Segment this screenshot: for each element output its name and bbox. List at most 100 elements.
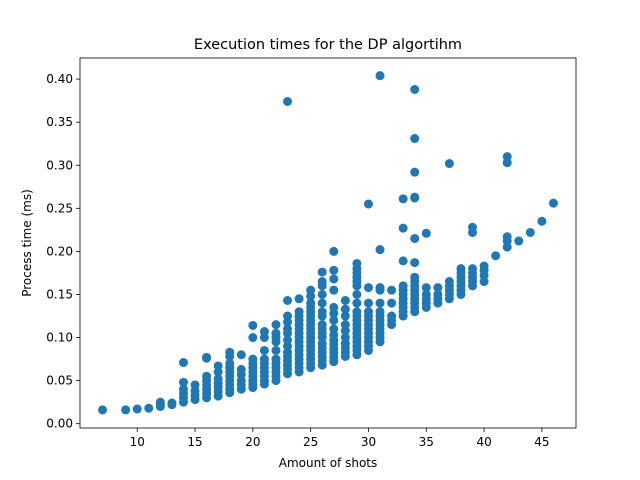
data-point (363, 199, 373, 209)
data-point (190, 380, 200, 390)
data-point (317, 267, 327, 277)
data-point (352, 289, 362, 299)
data-point (410, 167, 420, 177)
data-point (202, 371, 212, 381)
data-point (167, 398, 177, 408)
data-point (363, 283, 373, 293)
data-point (363, 298, 373, 308)
data-point (537, 216, 547, 226)
data-point (329, 265, 339, 275)
y-tick-label: 0.00 (46, 417, 73, 431)
data-point (433, 283, 443, 293)
data-point (502, 152, 512, 162)
data-point (410, 272, 420, 282)
data-point (248, 320, 258, 330)
data-point (283, 324, 293, 334)
data-point (375, 71, 385, 81)
x-tick-label: 35 (419, 435, 434, 449)
data-point (317, 277, 327, 287)
data-point (283, 296, 293, 305)
data-point (248, 333, 258, 343)
data-point (491, 251, 501, 261)
data-point (352, 258, 362, 268)
data-point (213, 361, 223, 371)
data-point (132, 404, 142, 414)
data-point (329, 246, 339, 256)
data-point (178, 377, 188, 387)
y-tick-label: 0.40 (46, 72, 73, 86)
data-point (306, 298, 316, 308)
y-tick-label: 0.35 (46, 115, 73, 129)
data-point (236, 364, 246, 374)
data-point (225, 347, 235, 357)
data-point (433, 289, 443, 299)
data-point (421, 283, 431, 293)
data-point (410, 134, 420, 144)
data-point (178, 384, 188, 394)
data-point (375, 245, 385, 255)
data-point (340, 304, 350, 314)
y-tick-label: 0.10 (46, 331, 73, 345)
data-point (352, 307, 362, 317)
data-points (98, 71, 558, 415)
x-tick-label: 30 (361, 435, 376, 449)
data-point (317, 307, 327, 317)
data-point (178, 358, 188, 368)
data-point (271, 328, 281, 338)
y-tick-label: 0.30 (46, 158, 73, 172)
data-point (236, 350, 246, 360)
data-point (352, 298, 362, 308)
data-point (294, 307, 304, 317)
y-tick-label: 0.20 (46, 244, 73, 258)
data-point (387, 311, 397, 321)
data-point (283, 97, 293, 106)
data-point (317, 289, 327, 299)
data-point (363, 307, 373, 317)
data-point (410, 233, 420, 243)
data-point (271, 345, 281, 355)
plot-area (80, 58, 576, 428)
data-point (283, 311, 293, 321)
data-point (398, 194, 408, 204)
x-axis-label: Amount of shots (279, 456, 378, 470)
data-point (121, 405, 131, 415)
data-point (259, 345, 269, 355)
data-point (387, 298, 397, 308)
data-point (259, 354, 269, 364)
data-point (340, 320, 350, 330)
data-point (398, 281, 408, 291)
data-point (259, 327, 269, 337)
data-point (283, 335, 293, 345)
y-tick-label: 0.15 (46, 287, 73, 301)
data-point (306, 285, 316, 295)
data-point (329, 324, 339, 334)
plot-frame (79, 57, 577, 429)
data-point (456, 264, 466, 274)
data-point (329, 315, 339, 325)
axis-ticks: 10 15 20 25 30 35 40 45 0.00 0.05 0.10 0.15 0.20 0.25… (46, 72, 549, 449)
chart-title: Execution times for the DP algortihm (194, 37, 462, 53)
data-point (548, 198, 558, 208)
data-point (317, 298, 327, 308)
data-point (387, 285, 397, 295)
data-point (398, 223, 408, 233)
data-point (398, 256, 408, 266)
data-point (248, 354, 258, 364)
data-point (421, 289, 431, 299)
data-point (514, 236, 524, 246)
x-tick-label: 10 (130, 435, 145, 449)
data-point (271, 354, 281, 364)
data-point (329, 274, 339, 284)
data-point (340, 296, 350, 305)
data-point (468, 264, 478, 274)
data-point (375, 307, 385, 317)
data-point (294, 294, 304, 304)
data-point (340, 333, 350, 343)
data-point (421, 228, 431, 238)
data-point (375, 283, 385, 293)
data-point (410, 84, 420, 94)
x-tick-label: 20 (245, 435, 260, 449)
data-point (155, 397, 165, 407)
data-point (202, 352, 212, 362)
